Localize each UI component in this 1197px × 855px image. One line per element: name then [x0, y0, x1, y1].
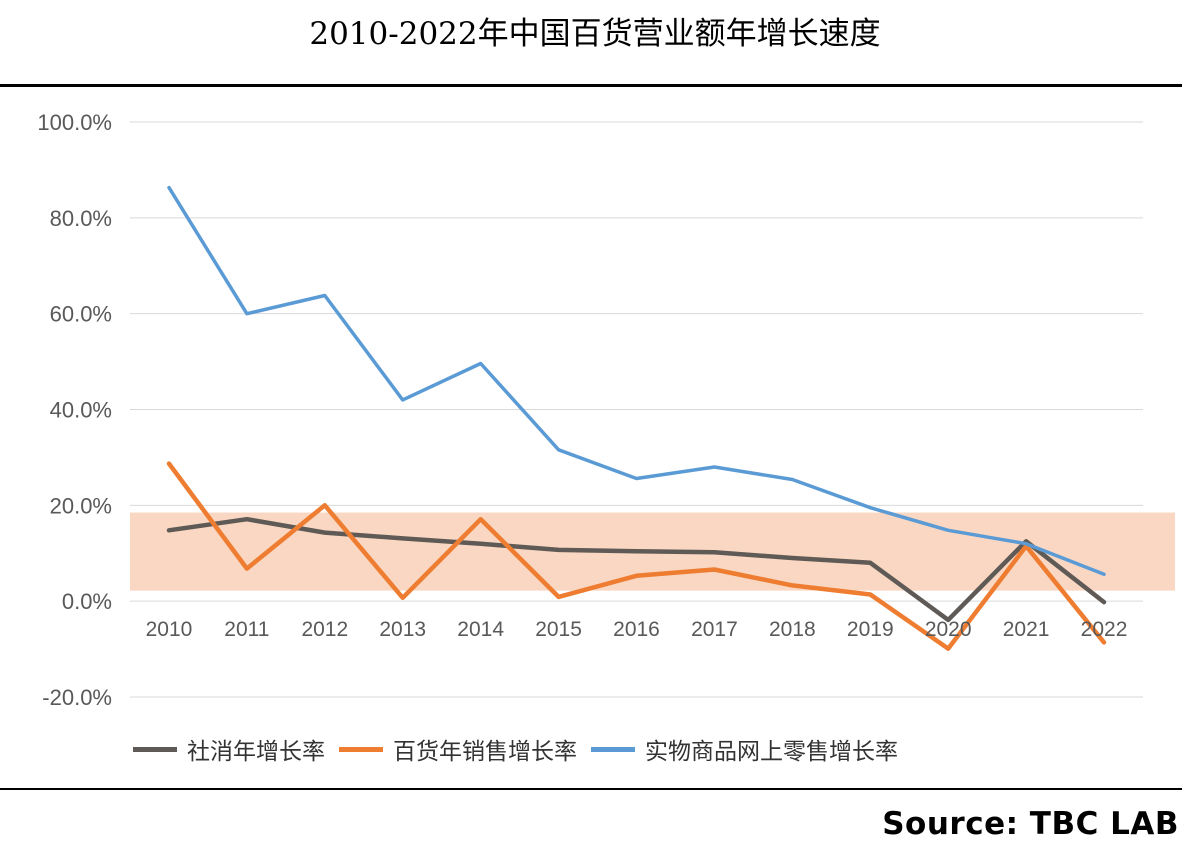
x-tick-label: 2016	[613, 618, 660, 641]
y-tick-label: 60.0%	[50, 302, 112, 327]
x-tick-label: 2021	[1003, 618, 1050, 641]
legend-label-department-store: 百货年销售增长率	[393, 739, 577, 765]
chart-title: 2010-2022年中国百货营业额年增长速度	[309, 16, 881, 52]
x-tick-label: 2019	[847, 618, 894, 641]
legend-label-retail: 社消年增长率	[187, 739, 325, 765]
legend-item-online: 实物商品网上零售增长率	[591, 732, 898, 766]
top-rule	[0, 84, 1182, 87]
x-tick-label: 2018	[769, 618, 816, 641]
legend-item-retail: 社消年增长率	[133, 732, 325, 766]
bottom-rule	[0, 788, 1182, 790]
y-tick-label: 80.0%	[50, 206, 112, 231]
x-tick-label: 2013	[379, 618, 426, 641]
y-tick-label: 0.0%	[62, 589, 112, 614]
y-tick-label: 40.0%	[50, 398, 112, 423]
x-tick-label: 2022	[1081, 618, 1128, 641]
legend-swatch-online	[591, 746, 635, 752]
legend-swatch-department-store	[339, 746, 383, 752]
x-tick-label: 2015	[535, 618, 582, 641]
x-tick-label: 2012	[301, 618, 348, 641]
y-tick-label: -20.0%	[42, 685, 112, 710]
x-tick-label: 2017	[691, 618, 738, 641]
x-tick-label: 2020	[925, 618, 972, 641]
legend-swatch-retail	[133, 746, 177, 752]
source-label: Source: TBC LAB	[882, 806, 1179, 842]
y-tick-label: 20.0%	[50, 493, 112, 518]
x-tick-label: 2010	[146, 618, 193, 641]
legend: 社消年增长率 百货年销售增长率 实物商品网上零售增长率	[133, 731, 912, 767]
x-tick-label: 2014	[457, 618, 504, 641]
y-tick-label: 100.0%	[37, 110, 112, 135]
legend-label-online: 实物商品网上零售增长率	[645, 739, 898, 765]
x-tick-label: 2011	[224, 618, 269, 641]
legend-item-department-store: 百货年销售增长率	[339, 732, 577, 766]
